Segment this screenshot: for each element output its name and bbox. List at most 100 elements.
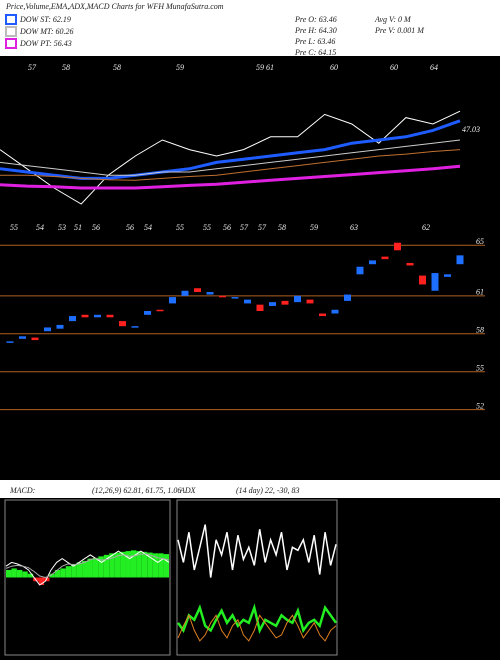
top-label: 58 (62, 63, 70, 72)
candle (231, 297, 239, 299)
top-label: 61 (266, 63, 274, 72)
stat: Avg V: 0 M (374, 15, 412, 24)
candle (331, 309, 339, 314)
macd-line (5, 553, 170, 579)
stat: Pre V: 0.001 M (374, 26, 425, 35)
histogram-bar (6, 569, 12, 578)
candle (356, 266, 364, 275)
candle (381, 256, 389, 260)
candle (244, 299, 251, 304)
candle (369, 260, 376, 265)
histogram-bar (11, 568, 17, 578)
histogram-bar (163, 554, 169, 578)
candle (31, 337, 39, 341)
adx-line (177, 614, 337, 642)
macd-params: (12,26,9) 62.81, 61.75, 1.06 (92, 486, 181, 495)
y-tick-label: 65 (476, 237, 484, 246)
candle (444, 274, 451, 277)
top-label: 59 (256, 63, 264, 72)
adx-line (177, 524, 337, 578)
adx-label: ADX (179, 486, 197, 495)
candle (169, 297, 176, 304)
bottom-label: 56 (223, 223, 231, 232)
y-tick-label: 55 (476, 364, 484, 373)
candle (419, 275, 426, 285)
histogram-bar (87, 558, 93, 578)
histogram-bar (114, 552, 121, 578)
legend-label: DOW PT: 56.43 (19, 39, 72, 48)
candle (106, 314, 114, 318)
histogram-bar (49, 573, 55, 578)
legend-label: DOW MT: 60.26 (19, 27, 74, 36)
histogram-bar (60, 568, 66, 578)
candle (456, 255, 464, 265)
bottom-label: 51 (74, 223, 82, 232)
bottom-label: 56 (126, 223, 134, 232)
bottom-label: 56 (92, 223, 100, 232)
indicator-line (0, 149, 461, 181)
top-label: 60 (390, 63, 398, 72)
adx-panel (176, 499, 338, 656)
header-band (0, 0, 500, 56)
legend-label: DOW ST: 62.19 (19, 15, 71, 24)
candle (344, 294, 351, 301)
candle (181, 290, 189, 296)
histogram-bar (54, 569, 61, 578)
candle (56, 324, 64, 329)
top-label: 60 (330, 63, 338, 72)
histogram-bar (27, 573, 34, 578)
y-tick-label: 52 (476, 401, 484, 410)
candle (44, 327, 51, 332)
y-tick-label: 58 (476, 326, 484, 335)
histogram-bar (82, 560, 88, 578)
candle (406, 262, 414, 266)
label-band (0, 480, 500, 498)
candle (94, 314, 101, 318)
bottom-label: 58 (278, 223, 286, 232)
candle (6, 341, 14, 343)
histogram-bar (76, 562, 83, 578)
candle (281, 300, 289, 305)
annotation: 47.03 (462, 125, 480, 134)
bottom-label: 62 (422, 223, 430, 232)
bottom-label: 54 (144, 223, 152, 232)
stat: Pre L: 63.46 (294, 37, 335, 46)
top-label: 58 (113, 63, 121, 72)
title: Price,Volume,EMA,ADX,MACD Charts for WFH… (5, 2, 224, 11)
stat: Pre C: 64.15 (294, 48, 336, 57)
candle (156, 309, 164, 312)
histogram-bar (158, 553, 164, 578)
bottom-label: 57 (258, 223, 267, 232)
candle (206, 292, 214, 295)
bottom-label: 55 (10, 223, 18, 232)
candle (119, 321, 126, 327)
histogram-bar (109, 553, 115, 578)
bottom-label: 59 (310, 223, 318, 232)
candle (81, 314, 89, 318)
bottom-label: 54 (36, 223, 44, 232)
legend-box (5, 38, 17, 49)
bottom-label: 63 (350, 223, 358, 232)
candle (219, 295, 226, 298)
candle (144, 311, 151, 315)
candle (131, 326, 139, 328)
top-label: 57 (28, 63, 37, 72)
candle (294, 295, 301, 303)
indicator-line (0, 139, 461, 176)
histogram-bar (147, 552, 153, 578)
stat: Pre O: 63.46 (294, 15, 337, 24)
bottom-label: 53 (58, 223, 66, 232)
histogram-bar (125, 551, 131, 578)
macd-label: MACD: (9, 486, 36, 495)
stat: Pre H: 64.30 (294, 26, 337, 35)
histogram-bar (120, 551, 126, 578)
histogram-bar (103, 554, 110, 578)
y-tick-label: 61 (476, 288, 484, 297)
histogram-bar (152, 553, 159, 578)
histogram-bar (65, 566, 72, 578)
bottom-label: 57 (240, 223, 249, 232)
histogram-bar (16, 569, 23, 578)
legend-box (5, 14, 17, 25)
candle (194, 288, 201, 293)
